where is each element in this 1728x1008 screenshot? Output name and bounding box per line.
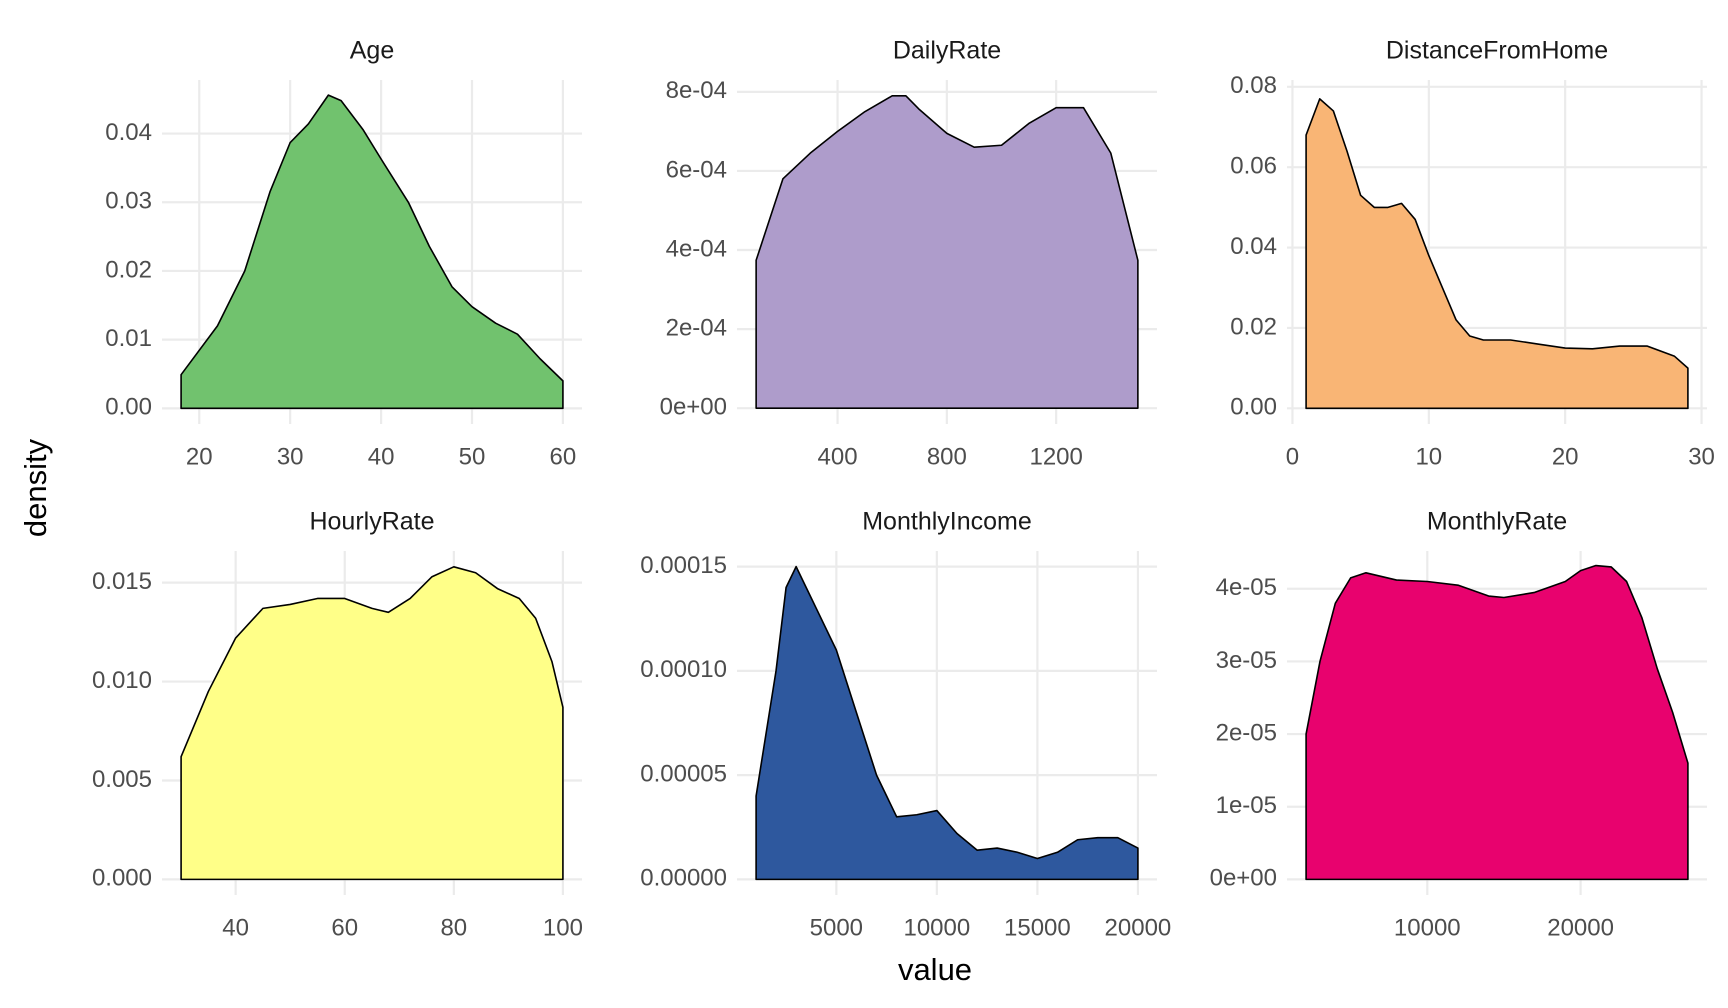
y-tick-label: 0.000 xyxy=(92,865,152,892)
x-tick-label: 10000 xyxy=(1394,914,1461,941)
y-tick-label: 0.00 xyxy=(1230,394,1277,421)
y-tick-label: 0.00 xyxy=(105,394,152,421)
x-tick-label: 10 xyxy=(1415,443,1442,470)
y-tick-label: 2e-04 xyxy=(666,314,727,341)
y-tick-label: 0.01 xyxy=(105,325,152,352)
x-tick-label: 60 xyxy=(550,443,577,470)
density-area xyxy=(180,566,564,881)
x-tick-label: 20 xyxy=(186,443,213,470)
y-tick-label: 0.00010 xyxy=(640,656,727,683)
x-tick-label: 40 xyxy=(368,443,395,470)
y-tick-label: 0.02 xyxy=(1230,313,1277,340)
y-tick-label: 0.00005 xyxy=(640,760,727,787)
panel-title: MonthlyRate xyxy=(1427,508,1567,536)
x-tick-label: 40 xyxy=(222,914,249,941)
x-tick-label: 20000 xyxy=(1105,914,1172,941)
x-tick-label: 20000 xyxy=(1547,914,1614,941)
x-tick-label: 100 xyxy=(543,914,583,941)
y-tick-label: 1e-05 xyxy=(1216,792,1277,819)
panel-title: DistanceFromHome xyxy=(1386,37,1608,65)
y-tick-label: 0.00000 xyxy=(640,865,727,892)
x-tick-label: 1200 xyxy=(1029,443,1082,470)
x-axis-label: value xyxy=(898,952,972,987)
y-axis-label: density xyxy=(18,438,53,537)
density-area xyxy=(180,94,564,410)
density-area xyxy=(755,565,1139,881)
x-tick-label: 0 xyxy=(1286,443,1299,470)
y-tick-label: 0.04 xyxy=(1230,233,1277,260)
x-tick-label: 60 xyxy=(331,914,358,941)
y-tick-label: 0.010 xyxy=(92,667,152,694)
y-tick-label: 8e-04 xyxy=(666,77,727,104)
y-tick-label: 2e-05 xyxy=(1216,719,1277,746)
x-tick-label: 10000 xyxy=(903,914,970,941)
x-tick-label: 800 xyxy=(927,443,967,470)
x-tick-label: 30 xyxy=(1688,443,1715,470)
y-tick-label: 0e+00 xyxy=(660,394,727,421)
y-tick-label: 0.00015 xyxy=(640,552,727,579)
y-tick-label: 6e-04 xyxy=(666,156,727,183)
density-area xyxy=(1305,564,1689,881)
density-area xyxy=(755,95,1139,409)
y-tick-label: 0.015 xyxy=(92,568,152,595)
x-tick-label: 15000 xyxy=(1004,914,1071,941)
x-tick-label: 5000 xyxy=(810,914,863,941)
x-tick-label: 80 xyxy=(440,914,467,941)
x-tick-label: 400 xyxy=(818,443,858,470)
density-area xyxy=(1305,98,1689,410)
y-tick-label: 0.005 xyxy=(92,766,152,793)
y-tick-label: 0.08 xyxy=(1230,72,1277,99)
y-tick-label: 0.04 xyxy=(105,119,152,146)
y-tick-label: 0.06 xyxy=(1230,153,1277,180)
panel-title: DailyRate xyxy=(893,37,1001,65)
panel-title: HourlyRate xyxy=(309,508,434,536)
y-tick-label: 0.02 xyxy=(105,256,152,283)
x-tick-label: 30 xyxy=(277,443,304,470)
x-tick-label: 50 xyxy=(459,443,486,470)
panel-title: Age xyxy=(350,37,394,65)
x-tick-label: 20 xyxy=(1552,443,1579,470)
y-tick-label: 4e-05 xyxy=(1216,574,1277,601)
panel-title: MonthlyIncome xyxy=(862,508,1032,536)
y-tick-label: 4e-04 xyxy=(666,235,727,262)
y-tick-label: 0e+00 xyxy=(1210,865,1277,892)
y-tick-label: 3e-05 xyxy=(1216,647,1277,674)
y-tick-label: 0.03 xyxy=(105,188,152,215)
